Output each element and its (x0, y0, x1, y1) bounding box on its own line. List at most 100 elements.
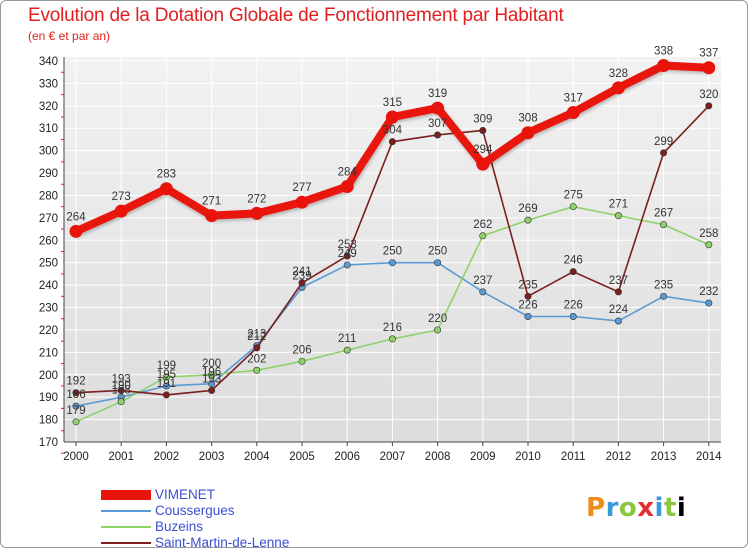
data-point-buzeins (343, 346, 351, 354)
data-point-buzeins (208, 371, 216, 379)
data-point-buzeins (162, 373, 170, 381)
data-label-buzeins: 267 (654, 208, 673, 220)
legend-swatch-vimenet (101, 490, 151, 500)
data-label-buzeins: 206 (292, 344, 311, 356)
data-point-buzeins (388, 335, 396, 343)
data-label-buzeins: 200 (202, 358, 221, 370)
data-label-coussergues: 232 (699, 286, 718, 298)
data-point-saint-martin-de-lenne (72, 389, 80, 397)
data-label-vimenet: 337 (699, 48, 718, 60)
data-point-buzeins (660, 221, 668, 229)
x-tick-label: 2005 (289, 451, 315, 463)
data-point-saint-martin-de-lenne (162, 391, 170, 399)
data-point-vimenet (431, 101, 445, 115)
data-point-vimenet (250, 206, 264, 220)
data-point-buzeins (72, 418, 80, 426)
data-point-saint-martin-de-lenne (569, 268, 577, 276)
data-point-buzeins (569, 203, 577, 211)
y-tick-label: 170 (39, 437, 58, 449)
y-tick-label: 270 (39, 213, 58, 225)
data-point-vimenet (385, 110, 399, 124)
data-point-buzeins (614, 212, 622, 220)
y-tick-label: 310 (39, 123, 58, 135)
data-point-saint-martin-de-lenne (253, 344, 261, 352)
data-label-coussergues: 249 (338, 248, 357, 260)
data-point-coussergues (479, 288, 487, 296)
data-point-vimenet (114, 204, 128, 218)
data-label-vimenet: 283 (157, 169, 176, 181)
data-point-buzeins (253, 366, 261, 374)
data-label-vimenet: 271 (202, 196, 221, 208)
data-label-coussergues: 250 (383, 246, 402, 258)
data-point-vimenet (159, 182, 173, 196)
data-label-vimenet: 317 (564, 93, 583, 105)
data-point-saint-martin-de-lenne (298, 279, 306, 287)
data-point-vimenet (476, 157, 490, 171)
proxiti-logo: Proxiti (586, 493, 687, 523)
legend-label-buzeins: Buzeins (155, 519, 204, 534)
data-label-coussergues: 186 (66, 389, 85, 401)
data-label-buzeins: 216 (383, 322, 402, 334)
y-tick-label: 230 (39, 303, 58, 315)
data-label-coussergues: 237 (473, 275, 492, 287)
data-label-coussergues: 235 (654, 279, 673, 291)
x-tick-label: 2000 (63, 451, 89, 463)
data-point-coussergues (343, 261, 351, 269)
x-tick-label: 2006 (334, 451, 360, 463)
data-label-buzeins: 271 (609, 199, 628, 211)
data-label-vimenet: 272 (247, 193, 266, 205)
legend-swatch-saint-martin-de-lenne (101, 542, 151, 544)
data-label-saint-martin-de-lenne: 235 (518, 279, 537, 291)
data-point-vimenet (702, 61, 716, 75)
data-label-vimenet: 308 (518, 113, 537, 125)
data-label-buzeins: 220 (428, 313, 447, 325)
data-point-vimenet (69, 224, 83, 238)
data-label-vimenet: 315 (383, 97, 402, 109)
data-label-saint-martin-de-lenne: 193 (112, 373, 131, 385)
y-tick-label: 210 (39, 347, 58, 359)
data-label-vimenet: 328 (609, 68, 628, 80)
data-point-saint-martin-de-lenne (434, 131, 442, 139)
data-point-buzeins (298, 357, 306, 365)
data-label-saint-martin-de-lenne: 253 (338, 239, 357, 251)
data-label-buzeins: 262 (473, 219, 492, 231)
data-point-coussergues (660, 292, 668, 300)
data-point-saint-martin-de-lenne (479, 126, 487, 134)
data-point-buzeins (705, 241, 713, 249)
data-label-saint-martin-de-lenne: 309 (473, 113, 492, 125)
data-point-saint-martin-de-lenne (208, 386, 216, 394)
data-label-coussergues: 213 (247, 329, 266, 341)
data-point-vimenet (340, 180, 354, 194)
data-label-coussergues: 190 (112, 380, 131, 392)
data-label-vimenet: 284 (338, 167, 358, 179)
data-label-buzeins: 211 (338, 333, 356, 345)
x-tick-label: 2013 (651, 451, 677, 463)
series-saint-martin-de-lenne (72, 102, 713, 399)
data-label-buzeins: 269 (518, 203, 537, 215)
data-label-saint-martin-de-lenne: 191 (157, 378, 176, 390)
data-point-vimenet (657, 58, 671, 72)
data-point-coussergues (705, 299, 713, 307)
data-label-vimenet: 294 (473, 144, 493, 156)
x-tick-label: 2001 (108, 451, 134, 463)
x-tick-label: 2011 (561, 451, 586, 463)
y-tick-label: 240 (39, 280, 58, 292)
data-label-saint-martin-de-lenne: 320 (699, 89, 718, 101)
chart-title: Evolution de la Dotation Globale de Fonc… (28, 5, 564, 26)
x-tick-label: 2003 (199, 451, 225, 463)
data-point-saint-martin-de-lenne (660, 149, 668, 157)
data-point-vimenet (205, 209, 219, 223)
data-label-coussergues: 195 (157, 369, 176, 381)
data-point-buzeins (434, 326, 442, 334)
legend-swatch-coussergues (101, 510, 151, 512)
data-point-coussergues (434, 259, 442, 267)
data-label-vimenet: 319 (428, 88, 447, 100)
y-tick-label: 320 (39, 101, 58, 113)
x-tick-label: 2010 (515, 451, 541, 463)
y-tick-label: 280 (39, 190, 58, 202)
y-tick-label: 300 (39, 146, 58, 158)
y-tick-label: 260 (39, 235, 58, 247)
chart-subtitle: (en € et par an) (28, 29, 111, 43)
data-label-coussergues: 250 (428, 246, 447, 258)
data-point-coussergues (524, 312, 532, 320)
